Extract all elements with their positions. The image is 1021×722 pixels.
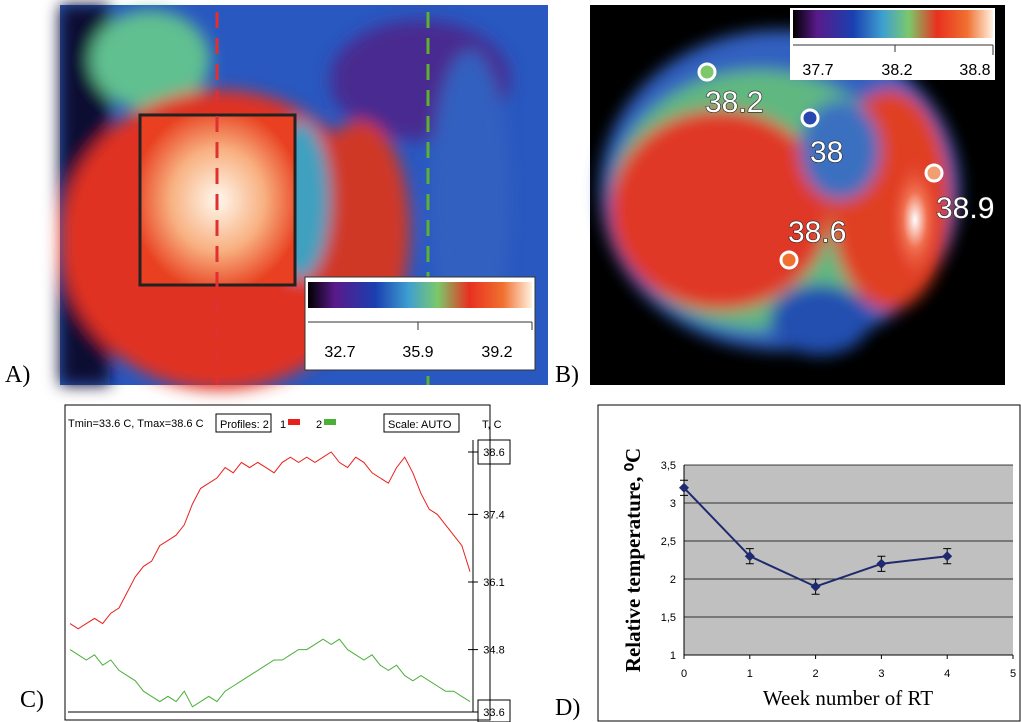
- panel-label: B): [555, 362, 579, 388]
- data-point: [942, 551, 953, 562]
- scale-label: 35.9: [402, 344, 433, 361]
- point-label: 38.2: [705, 86, 763, 119]
- y-tick-label: 2: [670, 574, 676, 586]
- y-axis-label: T, C: [482, 419, 502, 431]
- y-tick-label: 2,5: [661, 536, 676, 548]
- point-label: 38: [810, 136, 843, 169]
- data-point: [876, 558, 887, 569]
- thermal-image-a: [60, 5, 548, 390]
- x-axis-label: Week number of RT: [763, 686, 933, 710]
- scale-label: 39.2: [481, 344, 512, 361]
- y-tick-label: 38.6: [483, 447, 504, 459]
- data-point: [810, 581, 821, 592]
- profile-line: [69, 451, 471, 630]
- point-label: 38.9: [936, 192, 994, 225]
- chart-title: Tmin=33.6 C, Tmax=38.6 C: [68, 418, 204, 430]
- thermal-image-b: [590, 5, 1005, 385]
- panel-label: D): [555, 695, 580, 721]
- y-tick-label: 34.8: [483, 645, 504, 657]
- x-tick-label: 2: [813, 668, 819, 680]
- data-point: [679, 482, 689, 493]
- data-point: [744, 551, 755, 562]
- y-tick-label: 3: [670, 498, 676, 510]
- y-tick-label: 3,5: [661, 460, 676, 472]
- profile-frame: [64, 404, 511, 722]
- legend-label: 2: [316, 419, 322, 431]
- profiles-label: Profiles: 2: [220, 419, 269, 431]
- point-label: 38.6: [788, 216, 846, 249]
- x-tick-label: 5: [1010, 668, 1016, 680]
- scale-label: 32.7: [324, 344, 355, 361]
- x-tick-label: 0: [681, 668, 687, 680]
- panel-label: C): [20, 687, 44, 713]
- x-tick-label: 3: [878, 668, 884, 680]
- scale-label: Scale: AUTO: [388, 419, 452, 431]
- y-tick-label: 33.6: [483, 707, 504, 719]
- scale-label: 38.8: [959, 62, 990, 79]
- scale-label: 38.2: [881, 62, 912, 79]
- y-tick-label: 37.4: [483, 509, 504, 521]
- y-tick-label: 1,5: [661, 612, 676, 624]
- scale-label: 37.7: [802, 62, 833, 79]
- x-tick-label: 4: [944, 668, 950, 680]
- y-tick-label: 1: [670, 650, 676, 662]
- y-tick-label: 36.1: [483, 577, 504, 589]
- y-axis-label: Relative temperature, ⁰C: [621, 448, 645, 672]
- legend-label: 1: [280, 419, 286, 431]
- panel-label: A): [5, 362, 30, 388]
- profile-line: [69, 638, 471, 708]
- chart-d-frame: [597, 404, 1021, 722]
- x-tick-label: 1: [747, 668, 753, 680]
